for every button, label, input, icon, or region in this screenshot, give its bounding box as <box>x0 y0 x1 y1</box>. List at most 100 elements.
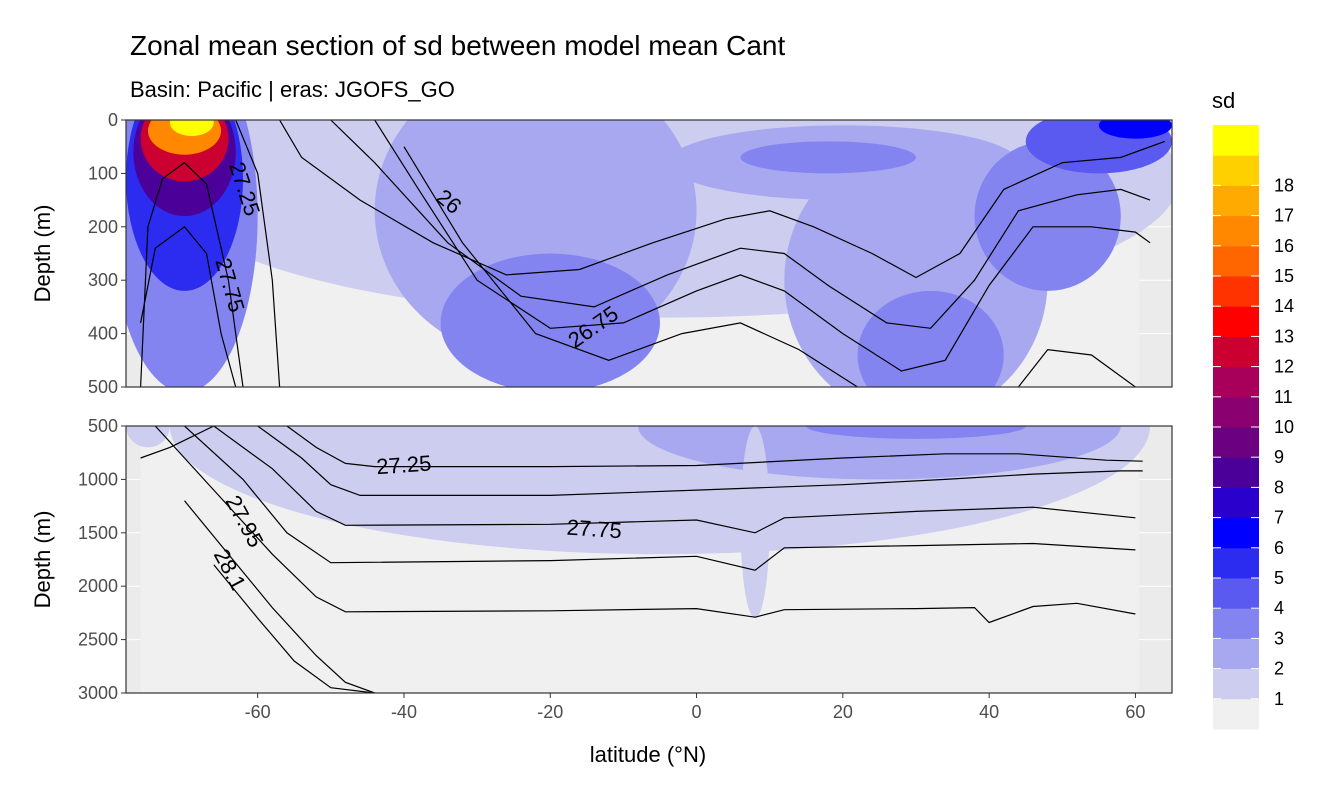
contour-line <box>184 500 375 693</box>
legend-swatch <box>1213 608 1259 639</box>
density-contours <box>140 426 1143 693</box>
legend-label: 5 <box>1274 568 1284 588</box>
legend-swatch <box>1213 245 1259 277</box>
sd-field <box>126 120 1172 387</box>
x-tick-label: -20 <box>537 702 563 722</box>
panel-border <box>125 425 1173 694</box>
chart-subtitle: Basin: Pacific | eras: JGOFS_GO <box>130 77 455 102</box>
contour-line <box>403 146 858 387</box>
y-tick-label: 200 <box>88 217 118 237</box>
legend-label: 9 <box>1274 447 1284 467</box>
contour-line <box>213 564 375 693</box>
legend-title: sd <box>1212 88 1235 113</box>
density-contours <box>140 120 1165 387</box>
legend-swatch <box>1213 698 1259 730</box>
legend-swatch <box>1213 366 1259 398</box>
sd-region <box>857 290 1004 387</box>
y-tick-label: 3000 <box>78 683 118 703</box>
y-tick-label: 2500 <box>78 630 118 650</box>
x-axis-label: latitude (°N) <box>590 742 706 767</box>
y-tick-label: 100 <box>88 163 118 183</box>
contour-line <box>140 426 215 459</box>
y-axis-label: Depth (m) <box>30 511 55 609</box>
legend-label: 15 <box>1274 266 1294 286</box>
sd-region <box>1025 120 1172 174</box>
chart-title: Zonal mean section of sd between model m… <box>130 30 785 61</box>
contour-line <box>140 225 237 387</box>
legend-label: 18 <box>1274 175 1294 195</box>
legend-swatch <box>1213 125 1259 156</box>
legend-label: 12 <box>1274 357 1294 377</box>
sd-region <box>1098 120 1172 139</box>
legend-swatch <box>1213 517 1259 549</box>
x-tick-label: -60 <box>245 702 271 722</box>
legend-swatch <box>1213 336 1259 368</box>
sd-region <box>740 141 916 174</box>
x-tick-label: 20 <box>833 702 853 722</box>
legend-swatch <box>1213 547 1259 579</box>
contour-line <box>374 120 1151 372</box>
legend-swatch <box>1213 638 1259 670</box>
x-tick-label: 0 <box>692 702 702 722</box>
legend-swatch <box>1213 185 1259 217</box>
panel-border <box>125 119 1173 388</box>
x-axis: -60 -40 -20 0 20 40 60 <box>245 693 1145 722</box>
contour-line <box>213 426 1136 534</box>
sd-region <box>806 426 1026 439</box>
legend-swatch <box>1213 306 1259 337</box>
contour-line <box>257 426 1143 496</box>
legend-swatch <box>1213 427 1259 458</box>
legend-label: 2 <box>1274 659 1284 679</box>
legend-label: 13 <box>1274 326 1294 346</box>
y-tick-label: 500 <box>88 416 118 436</box>
y-tick-label: 300 <box>88 270 118 290</box>
sd-field <box>126 426 1150 693</box>
y-tick-label: 1500 <box>78 523 118 543</box>
y-tick-label: 1000 <box>78 469 118 489</box>
contour-line <box>184 426 1136 571</box>
x-tick-label: 40 <box>979 702 999 722</box>
legend-swatch <box>1213 276 1259 307</box>
x-tick-label: -40 <box>391 702 417 722</box>
sd-region <box>169 120 214 137</box>
y-tick-label: 400 <box>88 324 118 344</box>
legend-swatch <box>1213 215 1259 247</box>
y-axis-label: Depth (m) <box>30 205 55 303</box>
contour-line <box>235 120 281 387</box>
sd-region <box>974 141 1121 291</box>
legend-label: 6 <box>1274 538 1284 558</box>
sd-region <box>440 253 660 387</box>
legend-label: 1 <box>1274 689 1284 709</box>
x-tick-label: 60 <box>1125 702 1145 722</box>
legend-label: 14 <box>1274 296 1294 316</box>
legend-label: 10 <box>1274 417 1294 437</box>
y-tick-label: 2000 <box>78 576 118 596</box>
contour-line <box>286 426 1143 468</box>
contour-line <box>279 120 1165 279</box>
y-tick-label: 0 <box>108 110 118 130</box>
legend-label: 17 <box>1274 206 1294 226</box>
legend-label: 11 <box>1274 387 1293 407</box>
legend-swatch <box>1213 396 1259 428</box>
y-tick-label: 500 <box>88 377 118 397</box>
sd-region <box>126 426 170 448</box>
contour-line <box>1017 348 1136 387</box>
legend-label: 4 <box>1274 598 1284 618</box>
legend-swatch <box>1213 457 1259 488</box>
sd-region <box>740 426 770 619</box>
legend-swatch <box>1213 487 1259 519</box>
contour-line <box>154 426 1136 624</box>
contour-label: 27.25 <box>376 451 433 480</box>
y-axis-lower: 500 1000 1500 2000 2500 3000 Depth (m) <box>30 416 126 703</box>
legend-label: 3 <box>1274 628 1284 648</box>
legend-swatch <box>1213 578 1259 609</box>
contour-label: 27.75 <box>566 515 623 544</box>
legend-label: 7 <box>1274 508 1284 528</box>
y-axis-upper: 0 100 200 300 400 500 Depth (m) <box>30 110 126 397</box>
legend-swatch <box>1213 155 1259 186</box>
